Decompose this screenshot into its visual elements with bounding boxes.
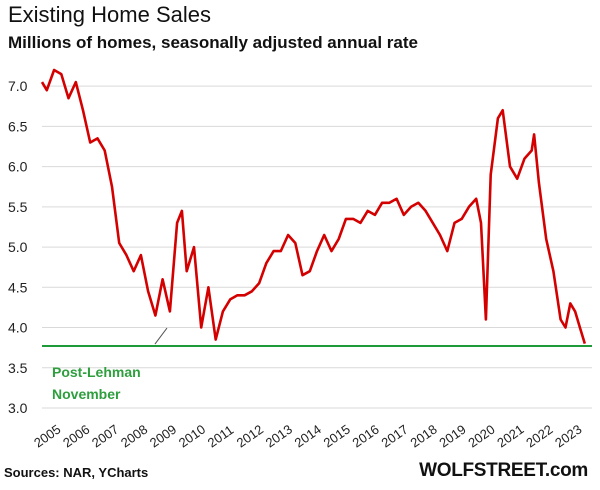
- x-tick-label: 2014: [292, 422, 324, 451]
- annotation-label-line-2: November: [52, 386, 121, 402]
- x-tick-label: 2019: [436, 422, 468, 451]
- source-note: Sources: NAR, YCharts: [4, 465, 149, 480]
- x-tick-label: 2023: [552, 422, 584, 451]
- annotation-label-line-1: Post-Lehman: [52, 364, 141, 380]
- x-tick-label: 2018: [407, 422, 439, 451]
- x-tick-label: 2005: [31, 422, 63, 451]
- y-tick-label: 6.5: [8, 118, 28, 134]
- x-tick-label: 2020: [465, 422, 497, 451]
- y-axis-ticks: 3.0 3.5 4.0 4.5 5.0 5.5 6.0 6.5 7.0: [8, 78, 28, 416]
- y-tick-label: 4.0: [8, 320, 28, 336]
- y-tick-label: 3.5: [8, 360, 28, 376]
- x-tick-label: 2006: [60, 422, 92, 451]
- x-tick-label: 2022: [523, 422, 555, 451]
- x-tick-label: 2010: [176, 422, 208, 451]
- x-tick-label: 2012: [234, 422, 266, 451]
- chart-subtitle: Millions of homes, seasonally adjusted a…: [8, 33, 418, 52]
- x-tick-label: 2015: [321, 422, 353, 451]
- y-tick-label: 3.0: [8, 400, 28, 416]
- x-tick-label: 2011: [205, 422, 237, 450]
- series-line: [40, 68, 587, 344]
- y-tick-label: 4.5: [8, 279, 28, 295]
- x-tick-label: 2009: [147, 422, 179, 451]
- gridlines: [42, 85, 592, 409]
- annotation-arrow: [154, 327, 168, 345]
- x-tick-label: 2007: [89, 422, 121, 451]
- chart-title: Existing Home Sales: [8, 2, 211, 27]
- y-tick-label: 7.0: [8, 78, 28, 94]
- brand-logo-text: WOLFSTREET.com: [419, 460, 588, 481]
- x-tick-label: 2021: [494, 422, 526, 451]
- y-tick-label: 6.0: [8, 159, 28, 175]
- x-axis-ticks: 2005200620072008200920102011201220132014…: [31, 422, 584, 451]
- x-tick-label: 2017: [378, 422, 410, 451]
- x-tick-label: 2016: [350, 422, 382, 451]
- y-tick-label: 5.5: [8, 199, 28, 215]
- y-tick-label: 5.0: [8, 239, 28, 255]
- x-tick-label: 2013: [263, 422, 295, 451]
- x-tick-label: 2008: [118, 422, 150, 451]
